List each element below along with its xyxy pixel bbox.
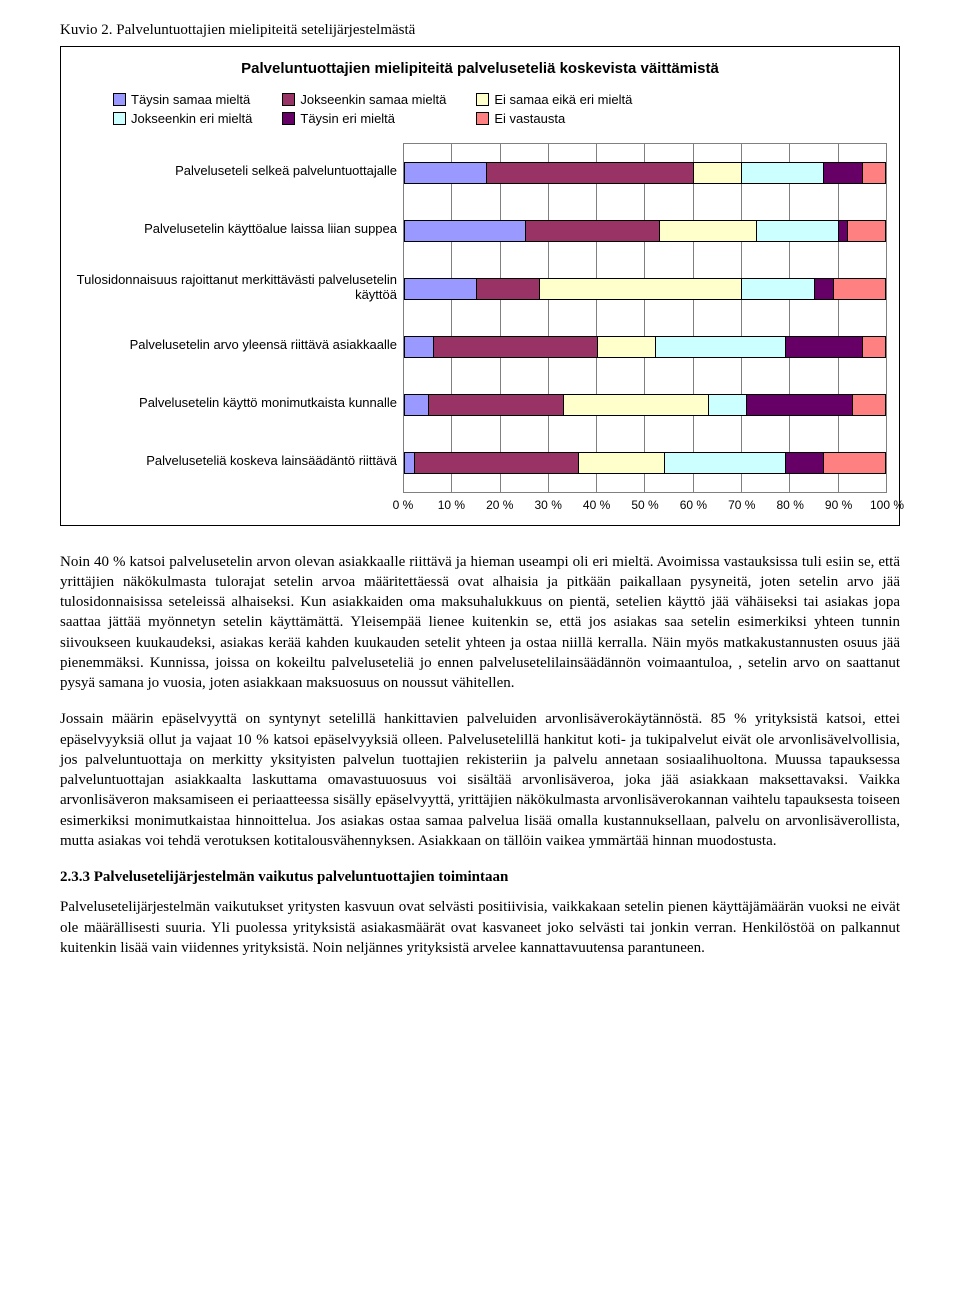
bar-segment [404, 162, 486, 184]
legend-label: Täysin eri mieltä [300, 110, 395, 128]
legend-label: Jokseenkin eri mieltä [131, 110, 252, 128]
x-tick-label: 30 % [535, 497, 562, 513]
stacked-bar [404, 278, 886, 300]
section-heading: 2.3.3 Palvelusetelijärjestelmän vaikutus… [60, 867, 900, 887]
x-tick-label: 70 % [728, 497, 755, 513]
legend-label: Ei samaa eikä eri mieltä [494, 91, 632, 109]
bar-category-label: Tulosidonnaisuus rajoittanut merkittäväs… [73, 273, 403, 303]
bar-segment [578, 452, 665, 474]
bar-segment [823, 452, 886, 474]
x-tick-label: 100 % [870, 497, 904, 513]
bar-segment [414, 452, 578, 474]
bar-segment [862, 162, 886, 184]
legend-swatch [476, 93, 489, 106]
figure-caption: Kuvio 2. Palveluntuottajien mielipiteitä… [60, 20, 900, 40]
legend-label: Ei vastausta [494, 110, 565, 128]
bar-segment [404, 452, 414, 474]
legend-swatch [113, 93, 126, 106]
chart-plot [403, 143, 887, 493]
x-tick-label: 0 % [393, 497, 414, 513]
x-tick-label: 60 % [680, 497, 707, 513]
bar-category-label: Palvelusetelin käyttö monimutkaista kunn… [73, 396, 403, 411]
bar-category-label: Palvelusetelin arvo yleensä riittävä asi… [73, 338, 403, 353]
x-tick-label: 90 % [825, 497, 852, 513]
bar-segment [746, 394, 852, 416]
bar-segment [404, 336, 433, 358]
x-tick-label: 40 % [583, 497, 610, 513]
bar-segment [563, 394, 708, 416]
bar-segment [785, 336, 862, 358]
bar-segment [833, 278, 886, 300]
bar-segment [433, 336, 597, 358]
bar-segment [404, 278, 476, 300]
bar-segment [525, 220, 660, 242]
stacked-bar [404, 162, 886, 184]
bar-segment [852, 394, 886, 416]
body-paragraph: Palvelusetelijärjestelmän vaikutukset yr… [60, 897, 900, 958]
bar-segment [659, 220, 755, 242]
bar-segment [785, 452, 824, 474]
bar-category-label: Palveluseteliä koskeva lainsäädäntö riit… [73, 454, 403, 469]
bar-segment [823, 162, 862, 184]
bar-segment [486, 162, 693, 184]
bar-segment [741, 162, 823, 184]
body-paragraph: Noin 40 % katsoi palvelusetelin arvon ol… [60, 552, 900, 694]
legend-item: Ei samaa eikä eri mieltä [476, 91, 632, 109]
x-tick-label: 10 % [438, 497, 465, 513]
legend-swatch [282, 93, 295, 106]
bar-segment [756, 220, 838, 242]
legend-item: Jokseenkin samaa mieltä [282, 91, 446, 109]
chart-legend: Täysin samaa mieltä Jokseenkin eri mielt… [113, 90, 887, 129]
legend-label: Täysin samaa mieltä [131, 91, 250, 109]
bar-segment [404, 220, 525, 242]
bar-segment [476, 278, 539, 300]
bar-segment [814, 278, 833, 300]
bar-segment [838, 220, 848, 242]
body-paragraph: Jossain määrin epäselvyyttä on syntynyt … [60, 709, 900, 851]
bar-segment [655, 336, 785, 358]
legend-item: Jokseenkin eri mieltä [113, 110, 252, 128]
stacked-bar [404, 452, 886, 474]
bar-segment [741, 278, 813, 300]
bar-segment [404, 394, 428, 416]
chart-body: Palveluseteli selkeä palveluntuottajalle… [73, 143, 887, 493]
legend-item: Täysin eri mieltä [282, 110, 446, 128]
legend-swatch [113, 112, 126, 125]
legend-swatch [282, 112, 295, 125]
bar-segment [428, 394, 563, 416]
stacked-bar [404, 394, 886, 416]
stacked-bar [404, 220, 886, 242]
bar-segment [539, 278, 741, 300]
chart-container: Palveluntuottajien mielipiteitä palvelus… [60, 46, 900, 525]
stacked-bar [404, 336, 886, 358]
bar-category-label: Palveluseteli selkeä palveluntuottajalle [73, 164, 403, 179]
bar-category-label: Palvelusetelin käyttöalue laissa liian s… [73, 222, 403, 237]
x-tick-label: 80 % [777, 497, 804, 513]
bar-segment [847, 220, 886, 242]
x-tick-label: 20 % [486, 497, 513, 513]
legend-item: Täysin samaa mieltä [113, 91, 252, 109]
bar-segment [693, 162, 741, 184]
legend-item: Ei vastausta [476, 110, 632, 128]
legend-label: Jokseenkin samaa mieltä [300, 91, 446, 109]
x-tick-label: 50 % [631, 497, 658, 513]
chart-title: Palveluntuottajien mielipiteitä palvelus… [73, 59, 887, 79]
legend-swatch [476, 112, 489, 125]
bar-segment [862, 336, 886, 358]
bar-segment [664, 452, 785, 474]
bar-segment [708, 394, 747, 416]
bar-segment [597, 336, 655, 358]
